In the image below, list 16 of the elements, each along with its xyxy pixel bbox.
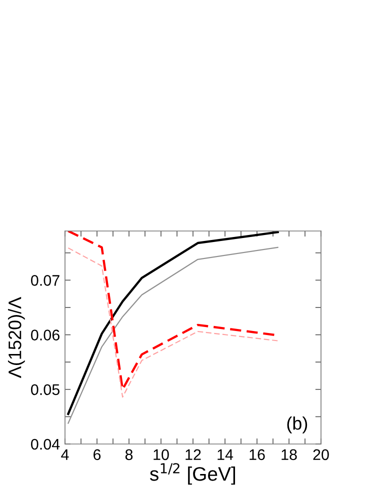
y-tick-label: 0.06: [31, 330, 60, 340]
x-tick-label: 18: [282, 449, 297, 460]
annotation: (b): [287, 416, 308, 434]
x-tick-label: 14: [218, 449, 234, 460]
x-tick-label: 6: [94, 449, 101, 460]
x-tick-label: 16: [250, 449, 265, 460]
x-tick-label: 20: [313, 449, 329, 460]
y-axis-title: Λ(1520)/Λ: [8, 296, 25, 378]
y-tick-label: 0.04: [31, 438, 60, 450]
x-axis-title: s$^{1/2}$ [GeV]: [150, 463, 236, 485]
x-tick-label: 10: [154, 449, 169, 460]
x-tick-label: 12: [186, 449, 201, 460]
x-tick-label: 4: [61, 449, 69, 460]
x-tick-label: 8: [125, 449, 133, 460]
y-tick-label: 0.07: [31, 275, 60, 286]
y-tick-label: 0.05: [31, 384, 60, 396]
